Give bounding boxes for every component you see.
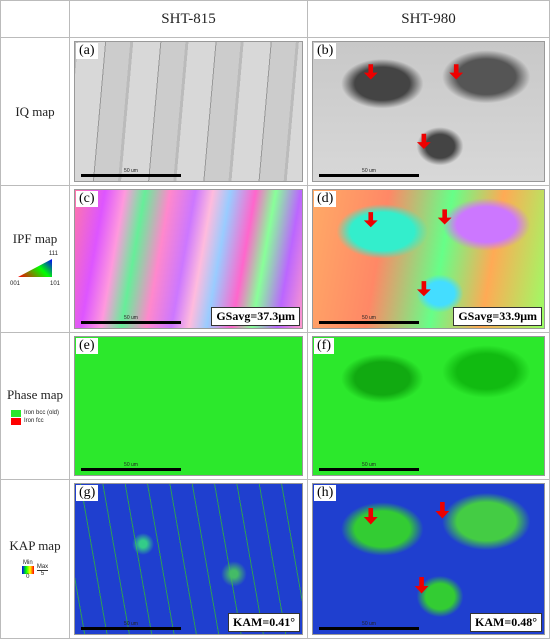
arrows — [363, 209, 452, 297]
annotation: GSavg=33.9μm — [453, 307, 542, 326]
scale-text: 50 um — [124, 462, 138, 468]
legend-label: 101 — [49, 281, 60, 287]
scale-line — [319, 174, 419, 177]
legend-label: Min — [22, 560, 33, 566]
scale-line — [319, 468, 419, 471]
scale-bar: 50 um — [319, 621, 419, 630]
panel-tag: (b) — [314, 43, 337, 59]
micrograph: (h) 50 um KAM=0.48° — [312, 483, 545, 635]
arrow — [416, 281, 431, 297]
header-cell: SHT-980 — [308, 0, 550, 38]
panel-tag: (f) — [314, 338, 334, 354]
legend: Min 0 Max 5 — [21, 560, 49, 580]
row-label-cell: IQ map — [0, 38, 70, 186]
row-label-cell: IPF map 111 001 101 — [0, 186, 70, 333]
legend: Iron bcc (old) Iron fcc — [10, 409, 59, 426]
panel-cell: (a) 50 um — [70, 38, 308, 186]
arrow — [363, 212, 378, 228]
scale-bar: 50 um — [81, 168, 181, 177]
scale-line — [81, 468, 181, 471]
scale-bar: 50 um — [319, 462, 419, 471]
column-header: SHT-980 — [401, 10, 456, 27]
column-header: SHT-815 — [161, 10, 216, 27]
scale-text: 50 um — [362, 462, 376, 468]
micrograph: (g) 50 um KAM=0.41° — [74, 483, 303, 635]
panel-tag: (h) — [314, 485, 337, 501]
legend-scale: Max 5 — [36, 563, 49, 577]
row-label-cell: Phase map Iron bcc (old) Iron fcc — [0, 333, 70, 480]
ipf-triangle — [18, 259, 52, 277]
arrows — [363, 64, 464, 150]
panel-cell: (h) 50 um KAM=0.48° — [308, 480, 550, 639]
arrow — [414, 577, 429, 594]
row-label: KAP map — [9, 538, 61, 553]
row-label: Phase map — [7, 386, 63, 402]
legend-label: Max — [36, 563, 49, 571]
arrow — [363, 508, 378, 525]
legend-swatch — [21, 566, 34, 574]
scale-text: 50 um — [124, 168, 138, 174]
scale-line — [81, 627, 181, 630]
legend-label: Iron bcc (old) — [23, 410, 59, 416]
scale-text: 50 um — [362, 315, 376, 321]
row-label: IPF map — [12, 231, 58, 246]
legend-scale: Min 0 — [21, 560, 34, 580]
micrograph: (b) 50 um — [312, 41, 545, 182]
legend-label: 5 — [40, 570, 45, 577]
scale-text: 50 um — [124, 315, 138, 321]
panel-tag: (d) — [314, 191, 337, 207]
scale-line — [81, 321, 181, 324]
annotation: KAM=0.41° — [228, 613, 300, 632]
micrograph: (d) 50 um GSavg=33.9μm — [312, 189, 545, 329]
scale-bar: 50 um — [81, 462, 181, 471]
scale-bar: 50 um — [81, 621, 181, 630]
arrow — [416, 133, 431, 150]
arrow — [437, 209, 452, 225]
scale-text: 50 um — [362, 168, 376, 174]
panel-cell: (e) 50 um — [70, 333, 308, 480]
legend-label: Iron fcc — [23, 418, 44, 424]
arrows — [363, 502, 450, 594]
micrograph: (f) 50 um — [312, 336, 545, 476]
row-label: IQ map — [15, 103, 55, 119]
panel-cell: (g) 50 um KAM=0.41° — [70, 480, 308, 639]
panel-tag: (e) — [76, 338, 98, 354]
header-cell: SHT-815 — [70, 0, 308, 38]
scale-bar: 50 um — [81, 315, 181, 324]
scale-line — [319, 627, 419, 630]
panel-cell: (b) 50 um — [308, 38, 550, 186]
legend-swatch — [10, 409, 21, 417]
scale-bar: 50 um — [319, 315, 419, 324]
legend-label: 111 — [48, 251, 58, 257]
panel-tag: (g) — [76, 485, 99, 501]
panel-cell: (c) 50 um GSavg=37.3μm — [70, 186, 308, 333]
row-label-cell: KAP map Min 0 Max 5 — [0, 480, 70, 639]
arrow — [435, 502, 450, 519]
panel-tag: (a) — [76, 43, 98, 59]
scale-line — [319, 321, 419, 324]
legend-item: Iron bcc (old) — [10, 409, 59, 417]
scale-text: 50 um — [124, 621, 138, 627]
legend-label: 0 — [26, 574, 30, 580]
panel-cell: (f) 50 um — [308, 333, 550, 480]
annotation: GSavg=37.3μm — [211, 307, 300, 326]
micrograph: (c) 50 um GSavg=37.3μm — [74, 189, 303, 329]
legend: 111 001 101 — [10, 251, 60, 287]
scale-text: 50 um — [362, 621, 376, 627]
scale-bar: 50 um — [319, 168, 419, 177]
panel-cell: (d) 50 um GSavg=33.9μm — [308, 186, 550, 333]
arrow — [363, 64, 378, 80]
panel-tag: (c) — [76, 191, 98, 207]
micrograph: (e) 50 um — [74, 336, 303, 476]
scale-line — [81, 174, 181, 177]
micrograph: (a) 50 um — [74, 41, 303, 182]
legend-label: 001 — [10, 281, 21, 287]
legend-item: Iron fcc — [10, 417, 59, 425]
legend-swatch — [10, 417, 21, 425]
arrow — [449, 64, 464, 80]
annotation: KAM=0.48° — [470, 613, 542, 632]
corner-cell — [0, 0, 70, 38]
